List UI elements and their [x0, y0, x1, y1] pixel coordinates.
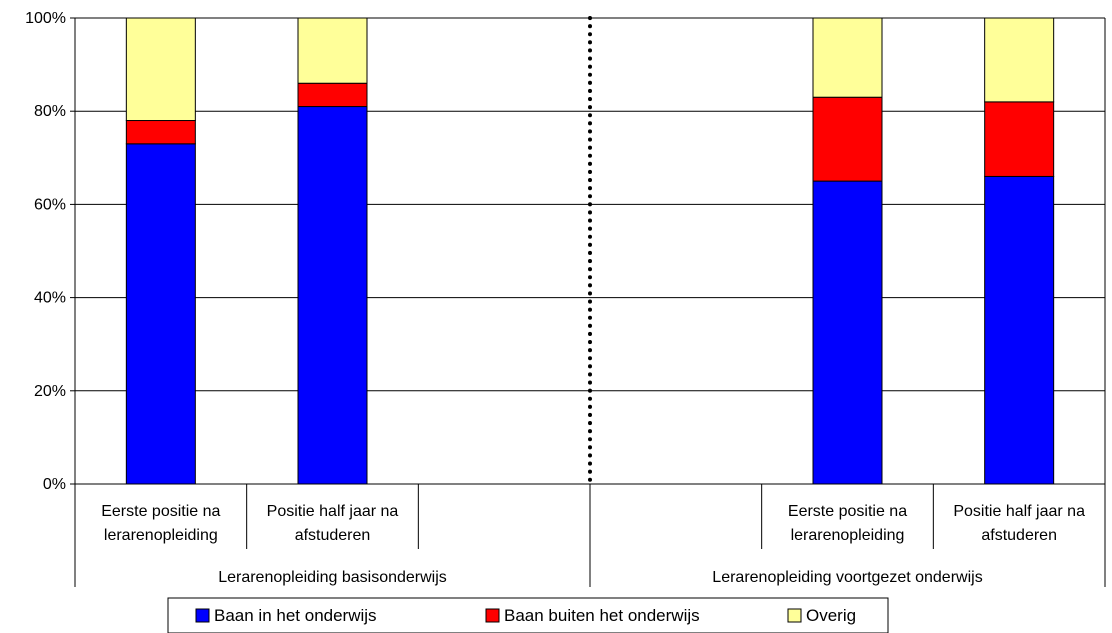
- category-label-line1: Eerste positie na: [101, 503, 220, 520]
- legend-label: Baan buiten het onderwijs: [504, 606, 700, 625]
- category-label-line1: Positie half jaar na: [953, 503, 1085, 520]
- bar-segment: [812, 96, 883, 182]
- category-label-line1: Eerste positie na: [788, 503, 907, 520]
- legend-label: Baan in het onderwijs: [214, 606, 377, 625]
- y-tick-label: 60%: [34, 196, 66, 213]
- bar-segment: [125, 143, 196, 485]
- bar-segment: [984, 101, 1055, 177]
- y-tick-label: 100%: [25, 10, 66, 27]
- y-tick-label: 80%: [34, 103, 66, 120]
- bar-segment: [812, 17, 883, 98]
- bar-segment: [297, 82, 368, 108]
- bar-segment: [984, 175, 1055, 485]
- y-tick-label: 40%: [34, 290, 66, 307]
- category-label-line2: lerarenopleiding: [791, 527, 905, 544]
- bar-segment: [984, 17, 1055, 103]
- legend-label: Overig: [806, 606, 856, 625]
- bar-segment: [125, 17, 196, 122]
- y-tick-label: 0%: [43, 476, 66, 493]
- legend-swatch: [485, 608, 500, 623]
- bar-segment: [812, 180, 883, 485]
- legend-box: [167, 597, 889, 633]
- legend-swatch: [787, 608, 802, 623]
- group-label: Lerarenopleiding voortgezet onderwijs: [712, 569, 982, 586]
- legend-swatch: [195, 608, 210, 623]
- bar-segment: [125, 120, 196, 145]
- category-label-line2: afstuderen: [295, 527, 371, 544]
- category-label-line2: lerarenopleiding: [104, 527, 218, 544]
- bar-segment: [297, 106, 368, 485]
- bar-segment: [297, 17, 368, 84]
- category-label-line2: afstuderen: [981, 527, 1057, 544]
- group-label: Lerarenopleiding basisonderwijs: [218, 569, 447, 586]
- category-label-line1: Positie half jaar na: [267, 503, 399, 520]
- y-tick-label: 20%: [34, 383, 66, 400]
